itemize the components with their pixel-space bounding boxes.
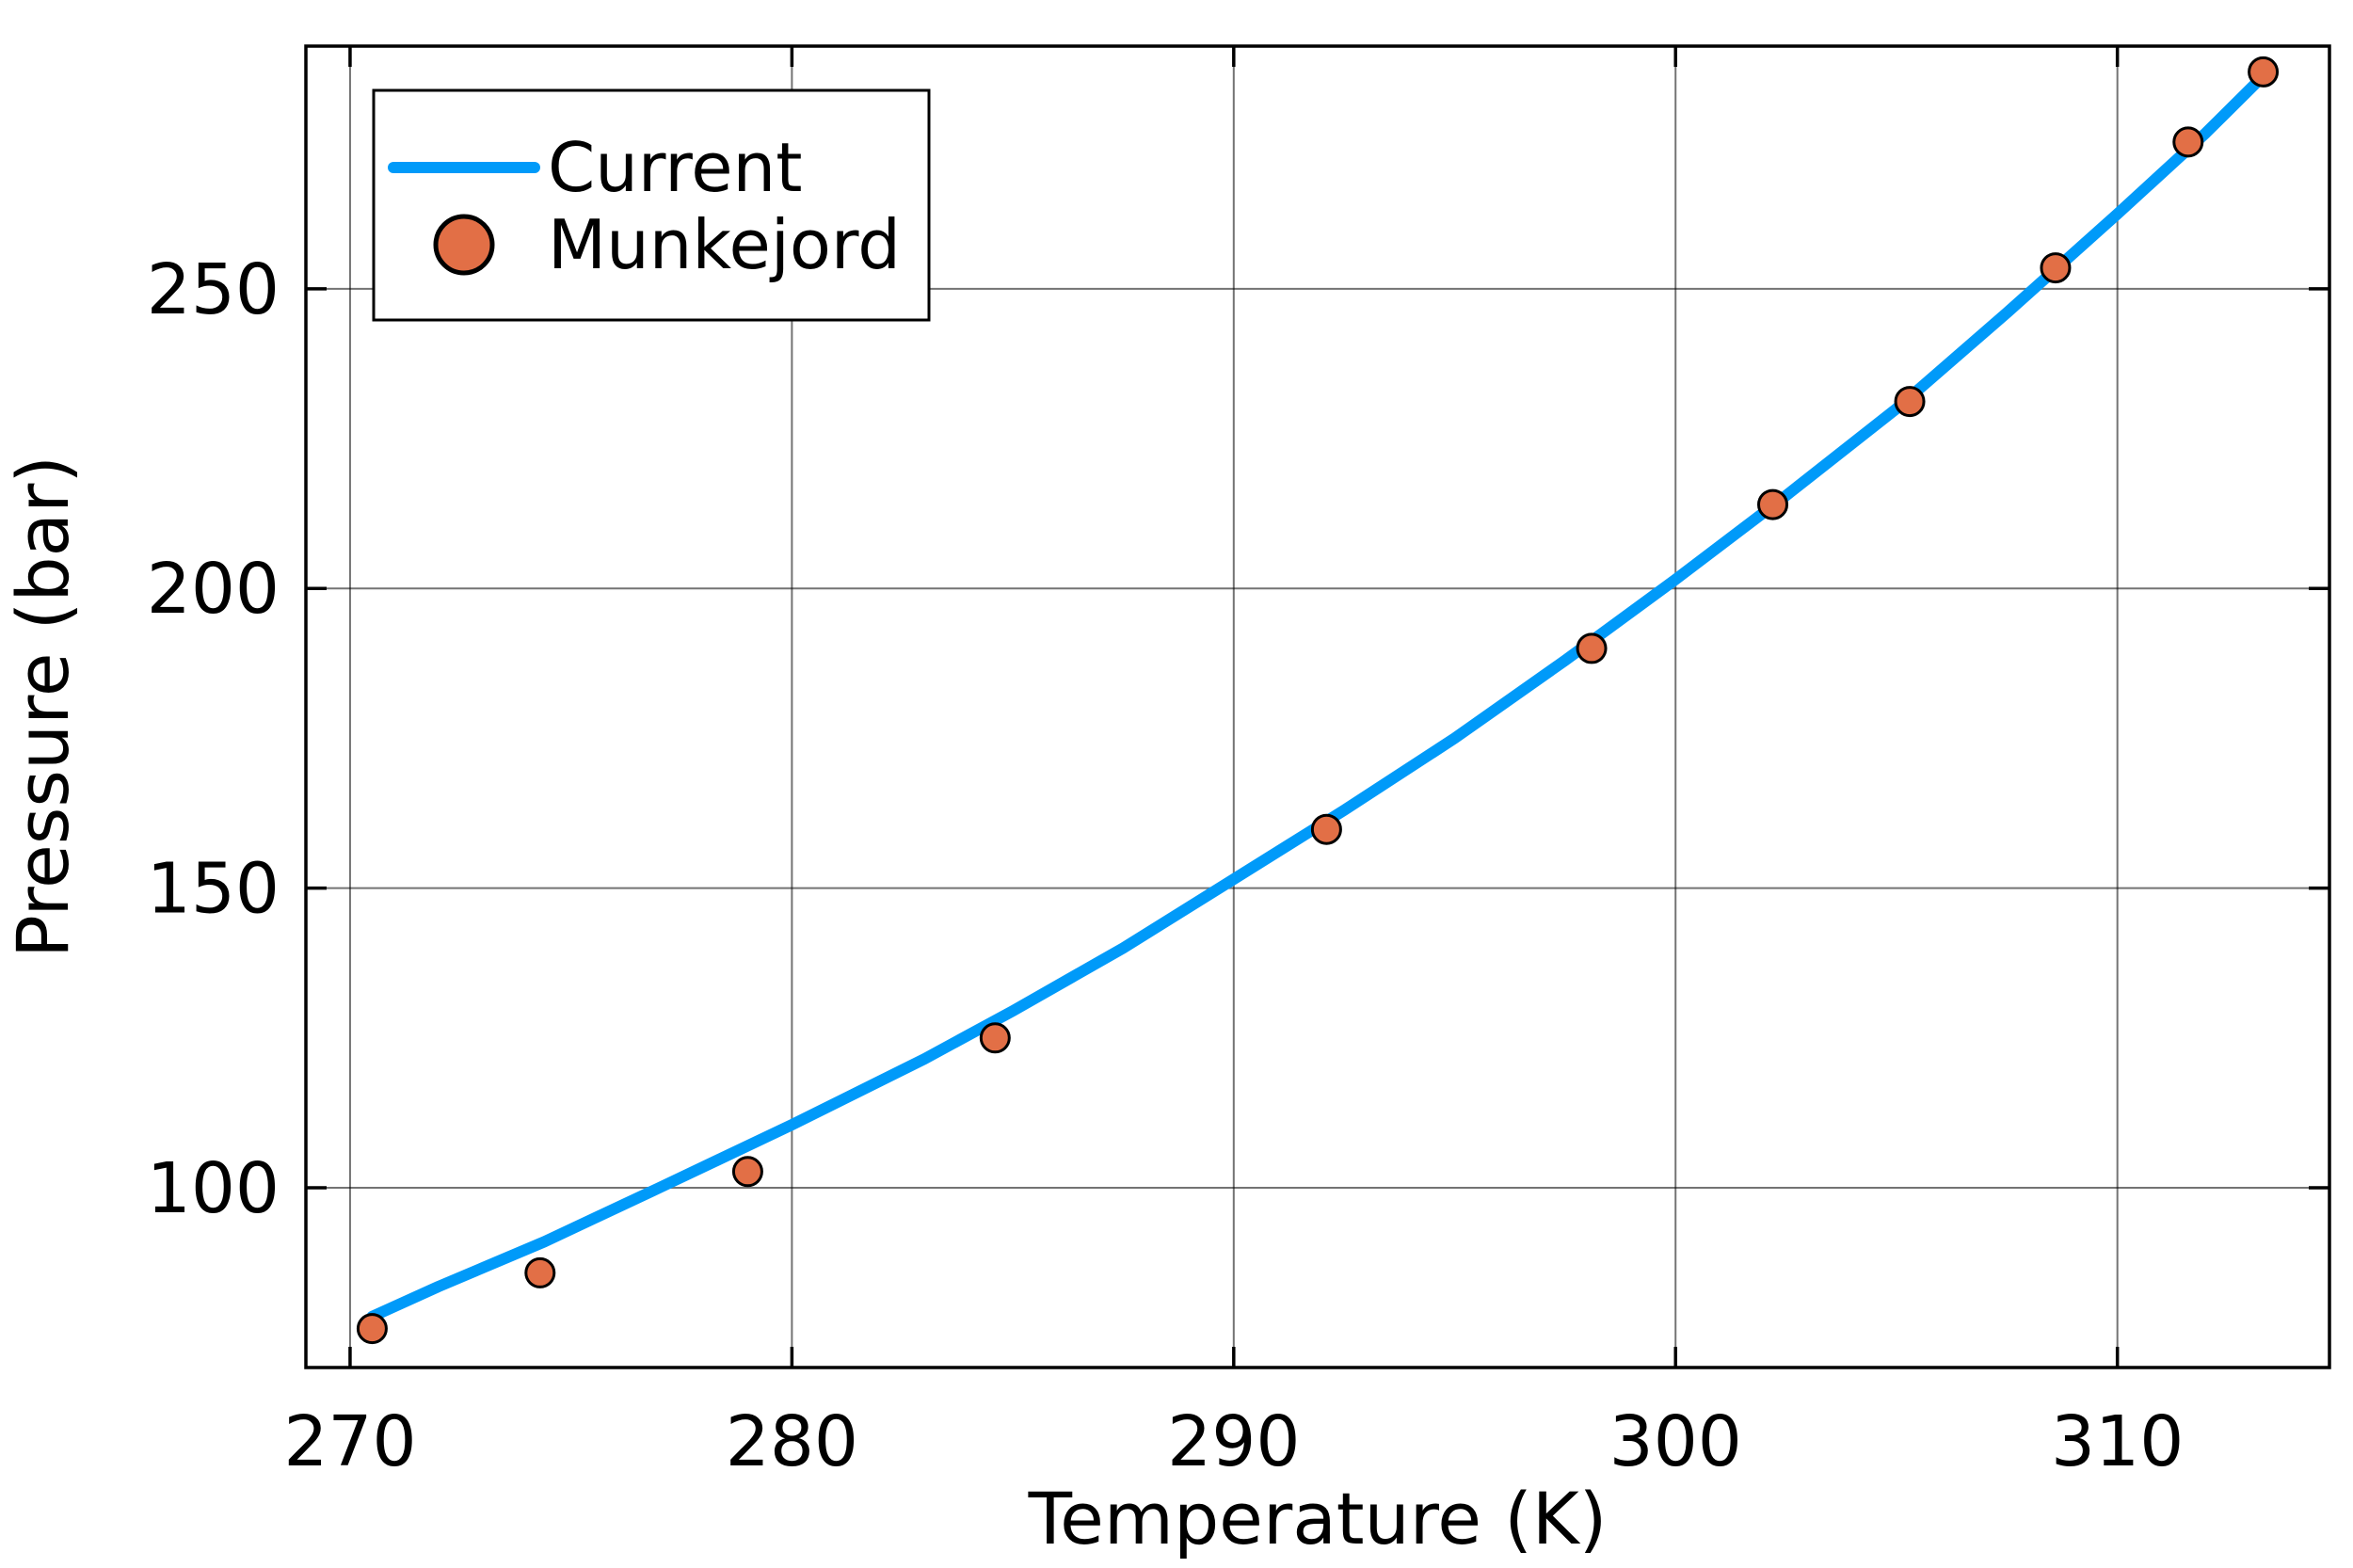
- data-point-munkejord: [1576, 632, 1608, 664]
- data-point-munkejord: [356, 1313, 388, 1345]
- legend-label-current: Current: [548, 128, 802, 207]
- x-tick-label: 290: [1167, 1401, 1300, 1482]
- data-point-munkejord: [1310, 813, 1342, 845]
- data-point-munkejord: [1894, 386, 1926, 418]
- x-axis-label: Temperature (K): [1028, 1477, 1608, 1560]
- data-point-munkejord: [524, 1256, 556, 1288]
- series-line-current: [366, 70, 2269, 1322]
- y-tick-label: 100: [147, 1148, 280, 1229]
- data-point-munkejord: [1757, 488, 1789, 520]
- x-tick-label: 310: [2051, 1401, 2184, 1482]
- legend-box: [372, 88, 931, 322]
- data-point-munkejord: [979, 1022, 1011, 1054]
- legend-label-munkejord: Munkejord: [548, 205, 901, 284]
- x-tick-label: 300: [1609, 1401, 1742, 1482]
- y-axis-label: Pressure (bar): [1, 456, 85, 958]
- legend-marker-swatch: [433, 214, 495, 276]
- x-tick-label: 270: [283, 1401, 416, 1482]
- data-point-munkejord: [2248, 56, 2280, 88]
- data-point-munkejord: [731, 1156, 763, 1188]
- plot-frame: [304, 44, 2331, 1369]
- y-tick-label: 250: [147, 249, 280, 330]
- y-tick-label: 150: [147, 849, 280, 930]
- x-tick-label: 280: [726, 1401, 858, 1482]
- y-tick-label: 200: [147, 549, 280, 630]
- data-point-munkejord: [2172, 126, 2204, 158]
- ticks: 270 280 290 300 310 100 150 200 250: [147, 46, 2329, 1482]
- series-layer: [356, 56, 2280, 1345]
- legend: Current Munkejord: [372, 88, 931, 322]
- data-point-munkejord: [2040, 252, 2072, 284]
